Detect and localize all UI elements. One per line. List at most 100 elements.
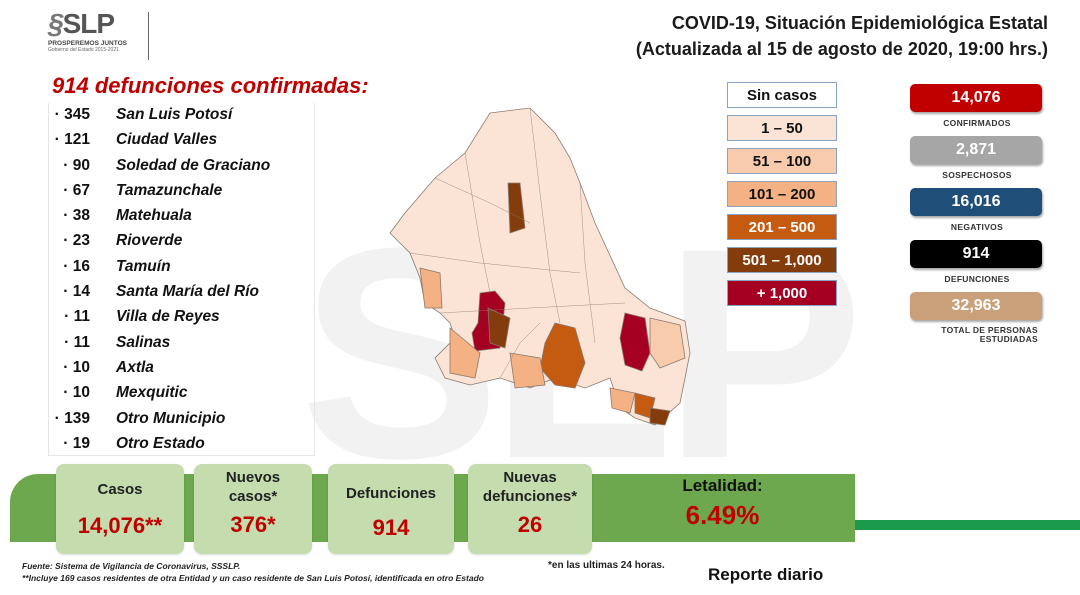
nuevos-casos-card: Nuevos casos* 376* bbox=[194, 464, 312, 554]
municipality-name: Tamuín bbox=[116, 257, 171, 275]
map-region-west-peach bbox=[419, 267, 443, 309]
stat-value: 32,963 bbox=[910, 292, 1042, 320]
daily-report-label: Reporte diario bbox=[708, 565, 824, 584]
stat-label: DEFUNCIONES bbox=[944, 274, 1010, 284]
defunciones-label: Defunciones bbox=[345, 485, 436, 502]
legend-item: 1 – 50 bbox=[727, 115, 837, 141]
last-24h-note: *en las ultimas 24 horas. bbox=[548, 560, 665, 571]
list-item: · 139 Otro Municipio bbox=[49, 407, 314, 432]
death-count: · 23 bbox=[63, 232, 90, 250]
stat-label: TOTAL DE PERSONAS ESTUDIADAS bbox=[941, 325, 1038, 344]
death-count: · 38 bbox=[63, 207, 90, 225]
cases-footnote: **Incluye 169 casos residentes de otra E… bbox=[22, 573, 484, 583]
slp-logo: §SLP PROSPEREMOS JUNTOS Gobierno del Est… bbox=[48, 10, 158, 66]
stat-value: 2,871 bbox=[910, 136, 1042, 164]
logo-text: SLP bbox=[62, 8, 115, 39]
list-item: · 67 Tamazunchale bbox=[49, 179, 314, 204]
logo-subtitle: PROSPEREMOS JUNTOS bbox=[48, 40, 127, 47]
list-item: · 11 Salinas bbox=[49, 331, 314, 356]
death-count: · 67 bbox=[63, 181, 90, 199]
list-item: · 19 Otro Estado bbox=[49, 432, 314, 457]
logo-tagline: Gobierno del Estado 2015-2021 bbox=[48, 47, 119, 53]
green-rule bbox=[855, 520, 1080, 530]
legend-item: 501 – 1,000 bbox=[727, 247, 837, 273]
map-region-east-red bbox=[619, 312, 651, 372]
map-legend: Sin casos 1 – 50 51 – 100 101 – 200 201 – 50… bbox=[727, 82, 837, 313]
nuevas-defunciones-value: 26 bbox=[517, 512, 543, 537]
legend-item: Sin casos bbox=[727, 82, 837, 108]
deaths-headline: 914 defunciones confirmadas: bbox=[52, 73, 369, 98]
municipality-name: Rioverde bbox=[116, 232, 183, 250]
death-count: · 10 bbox=[63, 384, 90, 402]
stat-label: CONFIRMADOS bbox=[943, 118, 1011, 128]
municipality-name: Soledad de Graciano bbox=[116, 156, 271, 174]
title-line-1: COVID-19, Situación Epidemiológica Estat… bbox=[671, 13, 1048, 33]
death-count: · 11 bbox=[64, 308, 90, 326]
municipality-name: Salinas bbox=[116, 333, 171, 351]
legend-item: 51 – 100 bbox=[727, 148, 837, 174]
list-item: · 14 Santa María del Río bbox=[49, 280, 314, 305]
map-region-southwest-peach bbox=[449, 327, 481, 379]
death-count: · 139 bbox=[54, 409, 90, 427]
stat-value: 16,016 bbox=[910, 188, 1042, 216]
map-region-east-peach bbox=[649, 317, 686, 369]
page-title: COVID-19, Situación Epidemiológica Estat… bbox=[636, 10, 1048, 62]
defunciones-card: Defunciones 914 bbox=[328, 464, 454, 554]
list-item: · 16 Tamuín bbox=[49, 255, 314, 280]
death-count: · 14 bbox=[63, 283, 90, 301]
legend-item: 101 – 200 bbox=[727, 181, 837, 207]
municipality-name: Ciudad Valles bbox=[116, 131, 218, 149]
death-count: · 11 bbox=[64, 333, 90, 351]
death-count: · 121 bbox=[54, 131, 90, 149]
municipality-name: Mexquitic bbox=[116, 384, 188, 402]
legend-item: + 1,000 bbox=[727, 280, 837, 306]
list-item: · 10 Mexquitic bbox=[49, 381, 314, 406]
letalidad-label: Letalidad: bbox=[682, 476, 763, 495]
municipality-name: Villa de Reyes bbox=[116, 308, 220, 326]
death-count: · 10 bbox=[63, 358, 90, 376]
defunciones-value: 914 bbox=[372, 515, 410, 540]
state-map bbox=[389, 107, 691, 426]
stats-panel: 14,076 CONFIRMADOS 2,871 SOSPECHOSOS 16,016 N… bbox=[906, 84, 1048, 352]
municipality-name: San Luis Potosí bbox=[116, 106, 233, 123]
list-item: · 10 Axtla bbox=[49, 356, 314, 381]
list-item: · 345 San Luis Potosí bbox=[49, 103, 314, 128]
list-item: · 23 Rioverde bbox=[49, 229, 314, 254]
municipality-name: Otro Estado bbox=[116, 434, 205, 452]
letalidad-value: 6.49% bbox=[685, 500, 760, 530]
list-item: · 90 Soledad de Graciano bbox=[49, 154, 314, 179]
letalidad-block: Letalidad: 6.49% bbox=[610, 476, 835, 531]
stat-value: 14,076 bbox=[910, 84, 1042, 112]
municipality-name: Axtla bbox=[116, 358, 154, 376]
title-line-2: (Actualizada al 15 de agosto de 2020, 19… bbox=[635, 39, 1048, 59]
death-count: · 19 bbox=[63, 434, 90, 452]
casos-value: 14,076** bbox=[77, 513, 163, 538]
municipality-name: Otro Municipio bbox=[116, 409, 226, 427]
list-item: · 11 Villa de Reyes bbox=[49, 305, 314, 330]
source-note: Fuente: Sistema de Vigilancia de Coronav… bbox=[22, 561, 241, 571]
death-count: · 345 bbox=[54, 106, 90, 123]
map-region-north-dark bbox=[507, 182, 526, 234]
map-region-southeast-brown bbox=[649, 407, 671, 426]
nuevas-defunciones-card: Nuevas defunciones* 26 bbox=[468, 464, 592, 554]
map-region-center-orange bbox=[539, 322, 586, 389]
nuevos-casos-value: 376* bbox=[230, 512, 276, 537]
casos-label: Casos bbox=[97, 481, 143, 498]
casos-card: Casos 14,076** bbox=[56, 464, 184, 554]
list-item: · 38 Matehuala bbox=[49, 204, 314, 229]
municipality-name: Tamazunchale bbox=[116, 181, 223, 199]
death-count: · 16 bbox=[63, 257, 90, 275]
map-region-south-light bbox=[609, 387, 636, 414]
legend-item: 201 – 500 bbox=[727, 214, 837, 240]
map-region-south-peach bbox=[509, 352, 546, 389]
nuevos-casos-label: Nuevos casos* bbox=[225, 469, 281, 505]
municipality-name: Santa María del Río bbox=[116, 283, 259, 301]
map-region-west-brown bbox=[487, 307, 511, 349]
list-item: · 121 Ciudad Valles bbox=[49, 128, 314, 153]
municipality-name: Matehuala bbox=[116, 207, 192, 225]
stat-value: 914 bbox=[910, 240, 1042, 268]
deaths-by-municipality-list: · 345 San Luis Potosí · 121 Ciudad Valles · … bbox=[48, 103, 315, 456]
stat-label: SOSPECHOSOS bbox=[942, 170, 1012, 180]
nuevas-defunciones-label: Nuevas defunciones* bbox=[482, 469, 578, 505]
stat-label: NEGATIVOS bbox=[950, 222, 1004, 232]
